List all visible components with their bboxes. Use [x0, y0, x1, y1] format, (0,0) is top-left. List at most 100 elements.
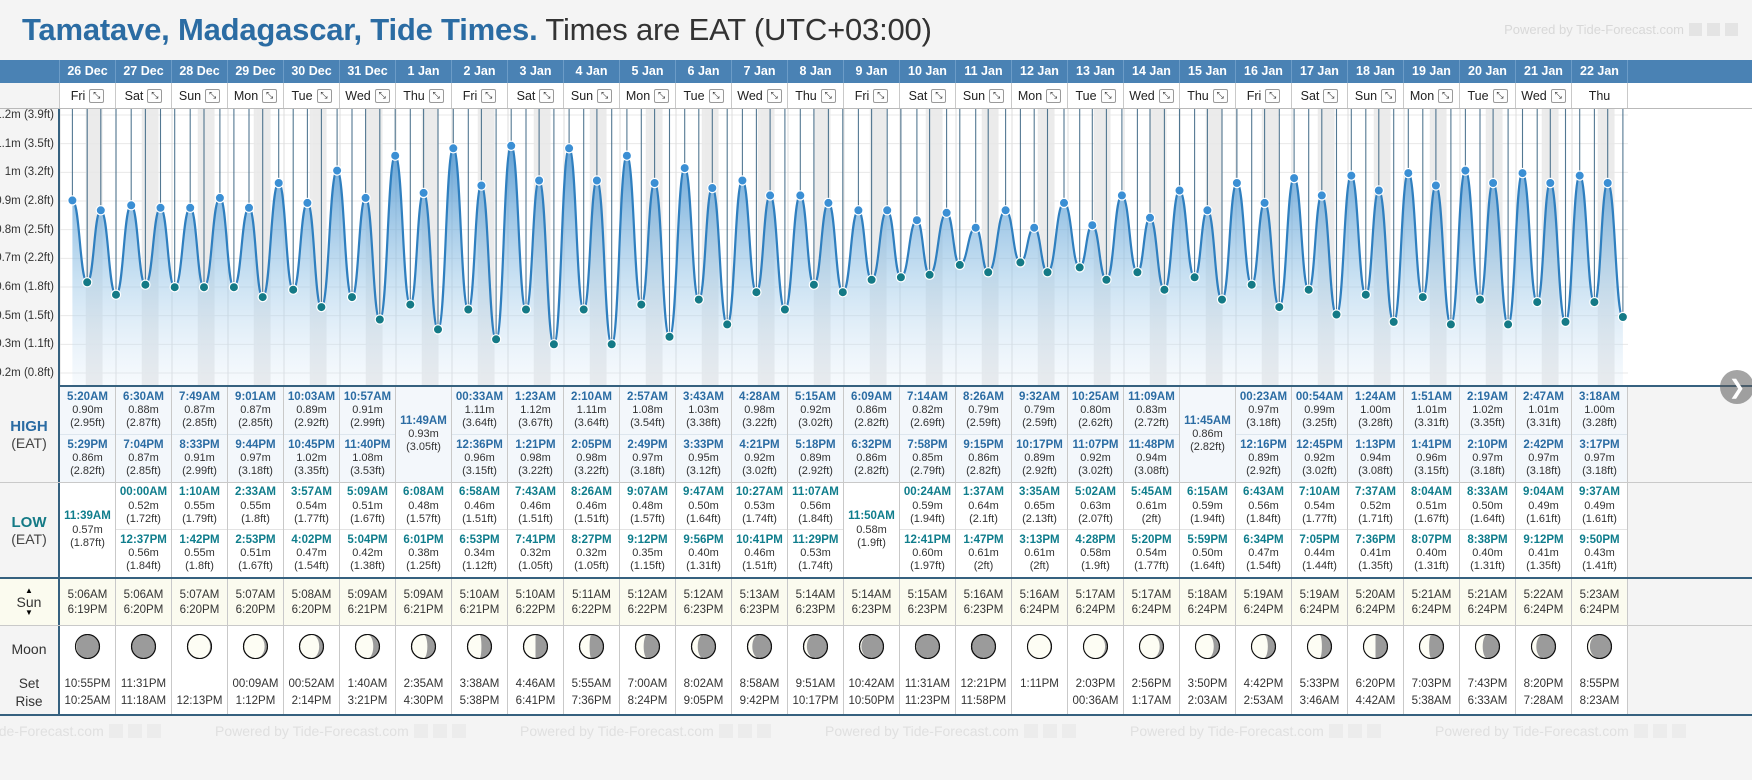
weekday-cell[interactable]: Tue ⤡: [284, 83, 340, 108]
tide-chart-plot[interactable]: [60, 109, 1752, 387]
low-tide-cell[interactable]: 1:10AM 0.55m (1.79ft) 1:42PM 0.55m (1.8ft): [172, 483, 228, 577]
high-tide-cell[interactable]: 8:26AM 0.79m (2.59ft) 9:15PM 0.86m (2.82ft): [956, 387, 1012, 482]
date-header-cell[interactable]: 18 Jan: [1348, 60, 1404, 83]
low-tide-cell[interactable]: 6:43AM 0.56m (1.84ft) 6:34PM 0.47m (1.54ft): [1236, 483, 1292, 577]
weekday-cell[interactable]: Tue ⤡: [1460, 83, 1516, 108]
date-header-cell[interactable]: 31 Dec: [340, 60, 396, 83]
expand-icon[interactable]: ⤡: [481, 88, 497, 103]
weekday-cell[interactable]: Sun ⤡: [564, 83, 620, 108]
low-tide-cell[interactable]: 1:37AM 0.64m (2.1ft) 1:47PM 0.61m (2ft): [956, 483, 1012, 577]
date-header-cell[interactable]: 27 Dec: [116, 60, 172, 83]
date-header-cell[interactable]: 7 Jan: [732, 60, 788, 83]
expand-icon[interactable]: ⤡: [262, 88, 278, 103]
high-tide-cell[interactable]: 2:47AM 1.01m (3.31ft) 2:42PM 0.97m (3.18ft): [1516, 387, 1572, 482]
weekday-cell[interactable]: Fri ⤡: [452, 83, 508, 108]
date-header-cell[interactable]: 30 Dec: [284, 60, 340, 83]
date-header-cell[interactable]: 16 Jan: [1236, 60, 1292, 83]
date-header-cell[interactable]: 2 Jan: [452, 60, 508, 83]
date-header-cell[interactable]: 19 Jan: [1404, 60, 1460, 83]
expand-icon[interactable]: ⤡: [147, 88, 163, 103]
expand-icon[interactable]: ⤡: [931, 88, 947, 103]
low-tide-cell[interactable]: 8:04AM 0.51m (1.67ft) 8:07PM 0.40m (1.31ft): [1404, 483, 1460, 577]
expand-icon[interactable]: ⤡: [374, 88, 390, 103]
expand-icon[interactable]: ⤡: [873, 88, 889, 103]
weekday-cell[interactable]: Wed ⤡: [732, 83, 788, 108]
date-header-cell[interactable]: 15 Jan: [1180, 60, 1236, 83]
high-tide-cell[interactable]: 9:01AM 0.87m (2.85ft) 9:44PM 0.97m (3.18ft): [228, 387, 284, 482]
high-tide-cell[interactable]: 7:14AM 0.82m (2.69ft) 7:58PM 0.85m (2.79ft): [900, 387, 956, 482]
high-tide-cell[interactable]: 5:20AM 0.90m (2.95ft) 5:29PM 0.86m (2.82ft): [60, 387, 116, 482]
date-header-cell[interactable]: 13 Jan: [1068, 60, 1124, 83]
expand-icon[interactable]: ⤡: [1323, 88, 1339, 103]
low-tide-cell[interactable]: 7:43AM 0.46m (1.51ft) 7:41PM 0.32m (1.05ft): [508, 483, 564, 577]
expand-icon[interactable]: ⤡: [1492, 88, 1508, 103]
expand-icon[interactable]: ⤡: [205, 88, 221, 103]
weekday-cell[interactable]: Thu ⤡: [788, 83, 844, 108]
weekday-cell[interactable]: Fri ⤡: [1236, 83, 1292, 108]
expand-icon[interactable]: ⤡: [539, 88, 555, 103]
date-header-cell[interactable]: 26 Dec: [60, 60, 116, 83]
expand-icon[interactable]: ⤡: [708, 88, 724, 103]
low-tide-cell[interactable]: 9:37AM 0.49m (1.61ft) 9:50PM 0.43m (1.41ft): [1572, 483, 1628, 577]
scroll-right-button[interactable]: ❯: [1720, 370, 1752, 404]
high-tide-cell[interactable]: 3:43AM 1.03m (3.38ft) 3:33PM 0.95m (3.12ft): [676, 387, 732, 482]
expand-icon[interactable]: ⤡: [820, 88, 836, 103]
expand-icon[interactable]: ⤡: [1046, 88, 1062, 103]
high-tide-cell[interactable]: 9:32AM 0.79m (2.59ft) 10:17PM 0.89m (2.92ft): [1012, 387, 1068, 482]
high-tide-cell[interactable]: 00:54AM 0.99m (3.25ft) 12:45PM 0.92m (3.02ft): [1292, 387, 1348, 482]
date-header-cell[interactable]: 8 Jan: [788, 60, 844, 83]
weekday-cell[interactable]: Sat ⤡: [900, 83, 956, 108]
date-header-cell[interactable]: 17 Jan: [1292, 60, 1348, 83]
low-tide-cell[interactable]: 2:33AM 0.55m (1.8ft) 2:53PM 0.51m (1.67ft): [228, 483, 284, 577]
expand-icon[interactable]: ⤡: [597, 88, 613, 103]
low-tide-cell[interactable]: 00:00AM 0.52m (1.72ft) 12:37PM 0.56m (1.84ft): [116, 483, 172, 577]
low-tide-cell[interactable]: 8:33AM 0.50m (1.64ft) 8:38PM 0.40m (1.31ft): [1460, 483, 1516, 577]
low-tide-cell[interactable]: 5:45AM 0.61m (2ft) 5:20PM 0.54m (1.77ft): [1124, 483, 1180, 577]
high-tide-cell[interactable]: 4:28AM 0.98m (3.22ft) 4:21PM 0.92m (3.02ft): [732, 387, 788, 482]
high-tide-cell[interactable]: 11:09AM 0.83m (2.72ft) 11:48PM 0.94m (3.08ft): [1124, 387, 1180, 482]
high-tide-cell[interactable]: 1:51AM 1.01m (3.31ft) 1:41PM 0.96m (3.15ft): [1404, 387, 1460, 482]
high-tide-cell[interactable]: 1:23AM 1.12m (3.67ft) 1:21PM 0.98m (3.22ft): [508, 387, 564, 482]
expand-icon[interactable]: ⤡: [1100, 88, 1116, 103]
high-tide-cell[interactable]: 1:24AM 1.00m (3.28ft) 1:13PM 0.94m (3.08ft): [1348, 387, 1404, 482]
high-tide-cell[interactable]: 00:23AM 0.97m (3.18ft) 12:16PM 0.89m (2.92ft): [1236, 387, 1292, 482]
expand-icon[interactable]: ⤡: [1381, 88, 1397, 103]
high-tide-cell[interactable]: 10:57AM 0.91m (2.99ft) 11:40PM 1.08m (3.53ft): [340, 387, 396, 482]
expand-icon[interactable]: ⤡: [1265, 88, 1281, 103]
low-tide-cell[interactable]: 6:15AM 0.59m (1.94ft) 5:59PM 0.50m (1.64ft): [1180, 483, 1236, 577]
high-tide-cell[interactable]: 10:25AM 0.80m (2.62ft) 11:07PM 0.92m (3.02ft): [1068, 387, 1124, 482]
low-tide-cell[interactable]: 3:57AM 0.54m (1.77ft) 4:02PM 0.47m (1.54ft): [284, 483, 340, 577]
low-tide-cell[interactable]: 11:07AM 0.56m (1.84ft) 11:29PM 0.53m (1.74ft): [788, 483, 844, 577]
expand-icon[interactable]: ⤡: [989, 88, 1005, 103]
low-tide-cell[interactable]: 6:08AM 0.48m (1.57ft) 6:01PM 0.38m (1.25ft): [396, 483, 452, 577]
weekday-cell[interactable]: Wed ⤡: [1516, 83, 1572, 108]
weekday-cell[interactable]: Wed ⤡: [340, 83, 396, 108]
weekday-cell[interactable]: Fri ⤡: [844, 83, 900, 108]
date-header-cell[interactable]: 12 Jan: [1012, 60, 1068, 83]
weekday-cell[interactable]: Wed ⤡: [1124, 83, 1180, 108]
low-tide-cell[interactable]: 8:26AM 0.46m (1.51ft) 8:27PM 0.32m (1.05ft): [564, 483, 620, 577]
low-tide-cell[interactable]: 10:27AM 0.53m (1.74ft) 10:41PM 0.46m (1.51ft): [732, 483, 788, 577]
expand-icon[interactable]: ⤡: [1550, 88, 1566, 103]
weekday-cell[interactable]: Tue ⤡: [1068, 83, 1124, 108]
low-tide-cell[interactable]: 9:07AM 0.48m (1.57ft) 9:12PM 0.35m (1.15ft): [620, 483, 676, 577]
high-tide-cell[interactable]: 11:45AM 0.86m (2.82ft): [1180, 387, 1236, 482]
high-tide-cell[interactable]: 6:09AM 0.86m (2.82ft) 6:32PM 0.86m (2.82ft): [844, 387, 900, 482]
expand-icon[interactable]: ⤡: [1158, 88, 1174, 103]
date-header-cell[interactable]: 28 Dec: [172, 60, 228, 83]
expand-icon[interactable]: ⤡: [766, 88, 782, 103]
high-tide-cell[interactable]: 6:30AM 0.88m (2.87ft) 7:04PM 0.87m (2.85ft): [116, 387, 172, 482]
weekday-cell[interactable]: Thu ⤡: [396, 83, 452, 108]
low-tide-cell[interactable]: 3:35AM 0.65m (2.13ft) 3:13PM 0.61m (2ft): [1012, 483, 1068, 577]
weekday-cell[interactable]: Sat ⤡: [508, 83, 564, 108]
date-header-cell[interactable]: 5 Jan: [620, 60, 676, 83]
date-header-cell[interactable]: 3 Jan: [508, 60, 564, 83]
low-tide-cell[interactable]: 7:37AM 0.52m (1.71ft) 7:36PM 0.41m (1.35ft): [1348, 483, 1404, 577]
date-header-cell[interactable]: 4 Jan: [564, 60, 620, 83]
weekday-cell[interactable]: Fri ⤡: [60, 83, 116, 108]
weekday-cell[interactable]: Sun ⤡: [1348, 83, 1404, 108]
high-tide-cell[interactable]: 5:15AM 0.92m (3.02ft) 5:18PM 0.89m (2.92ft): [788, 387, 844, 482]
weekday-cell[interactable]: Sat ⤡: [1292, 83, 1348, 108]
low-tide-cell[interactable]: 00:24AM 0.59m (1.94ft) 12:41PM 0.60m (1.97ft): [900, 483, 956, 577]
weekday-cell[interactable]: Sun ⤡: [956, 83, 1012, 108]
